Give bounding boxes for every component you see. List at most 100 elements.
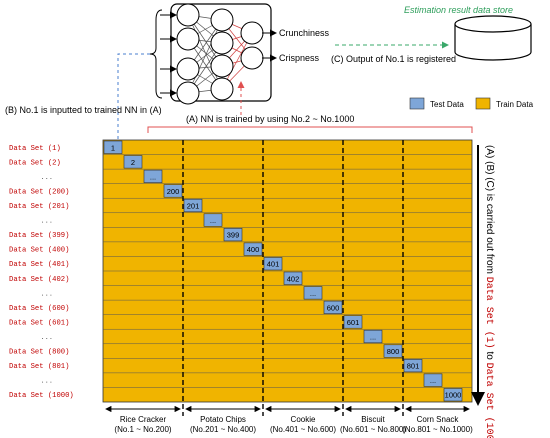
nn-node bbox=[210, 77, 234, 101]
output-label-crunchiness: Crunchiness bbox=[279, 28, 330, 38]
input-arrows bbox=[160, 11, 177, 97]
test-cell-label: 2 bbox=[131, 158, 135, 167]
row-label: . . . bbox=[42, 216, 52, 225]
row-label: . . . bbox=[42, 172, 52, 181]
group-name: Potato Chips bbox=[200, 415, 246, 424]
test-cell bbox=[143, 169, 163, 183]
test-cell bbox=[323, 300, 343, 314]
test-cell-label: 1000 bbox=[445, 391, 462, 400]
test-cell bbox=[223, 228, 243, 242]
group-name: Cookie bbox=[291, 415, 316, 424]
side-note-part3: to bbox=[484, 351, 495, 362]
side-note: (A) (B) (C) is carried out from Data Set… bbox=[483, 145, 495, 438]
test-cell bbox=[443, 388, 463, 402]
group-range: (No.801 ~ No.1000) bbox=[402, 425, 473, 434]
row-label: Data Set (200) bbox=[9, 188, 69, 196]
test-cell-label: 399 bbox=[227, 231, 240, 240]
test-cell bbox=[263, 257, 283, 271]
test-cell-label: 800 bbox=[387, 347, 400, 356]
legend-test-swatch bbox=[409, 97, 425, 110]
test-cell bbox=[363, 329, 383, 344]
group-labels: Rice Cracker(No.1 ~ No.200)Potato Chips(… bbox=[114, 415, 473, 434]
test-cell-label: 1 bbox=[111, 143, 115, 152]
test-cell bbox=[283, 271, 303, 285]
test-cell-label: 200 bbox=[167, 187, 180, 196]
nn-node bbox=[176, 3, 200, 27]
nn-node bbox=[240, 21, 264, 45]
nn-nodes bbox=[176, 3, 264, 105]
group-name: Rice Cracker bbox=[120, 415, 167, 424]
row-label: . . . bbox=[42, 288, 52, 297]
test-cell bbox=[243, 242, 263, 256]
row-labels: Data Set (1) Data Set (2) . . . Data Set (2… bbox=[9, 145, 74, 400]
input-brace bbox=[149, 9, 163, 99]
test-cell-label: 601 bbox=[347, 318, 360, 327]
group-range: (No.601 ~ No.800) bbox=[340, 425, 406, 434]
input-line bbox=[117, 53, 150, 139]
test-cell bbox=[343, 315, 363, 329]
row-label: Data Set (800) bbox=[9, 349, 69, 357]
test-cell-label: ... bbox=[150, 172, 156, 181]
row-label: . . . bbox=[42, 376, 52, 385]
nn-node bbox=[240, 46, 264, 70]
side-note-part2: Data Set (1) bbox=[483, 277, 495, 349]
test-cell-label: ... bbox=[430, 376, 436, 385]
test-cell bbox=[403, 359, 423, 373]
group-range: (No.1 ~ No.200) bbox=[114, 425, 171, 434]
row-label: . . . bbox=[42, 332, 52, 341]
training-bracket bbox=[147, 126, 473, 133]
test-cell-label: ... bbox=[370, 333, 376, 342]
nn-node bbox=[210, 8, 234, 32]
row-label: Data Set (801) bbox=[9, 363, 69, 371]
row-label: Data Set (2) bbox=[9, 159, 61, 167]
legend: Test Data Train Data bbox=[409, 97, 534, 110]
test-cell bbox=[203, 213, 223, 227]
label-c: (C) Output of No.1 is registered bbox=[331, 54, 456, 64]
group-range: (No.401 ~ No.600) bbox=[270, 425, 336, 434]
row-label: Data Set (601) bbox=[9, 319, 69, 327]
nn-node bbox=[210, 54, 234, 78]
store-title: Estimation result data store bbox=[404, 5, 513, 15]
test-cell-label: 201 bbox=[187, 202, 200, 211]
row-label: Data Set (201) bbox=[9, 203, 69, 211]
group-range: (No.201 ~ No.400) bbox=[190, 425, 256, 434]
nn-node bbox=[210, 31, 234, 55]
test-cell bbox=[303, 286, 323, 300]
label-b: (B) No.1 is inputted to trained NN in (A… bbox=[5, 105, 162, 115]
test-cell-label: 600 bbox=[327, 303, 340, 312]
side-note-part1: (A) (B) (C) is carried out from bbox=[484, 145, 495, 277]
nn-node bbox=[176, 27, 200, 51]
test-cell-label: 400 bbox=[247, 245, 260, 254]
neural-network bbox=[170, 3, 272, 105]
row-label: Data Set (1000) bbox=[9, 392, 74, 400]
row-label: Data Set (1) bbox=[9, 145, 61, 153]
test-cells: 1 2... 200 201... 399 400 401 402... 600 601... 80… bbox=[103, 140, 463, 402]
group-name: Biscuit bbox=[361, 415, 385, 424]
nn-edge bbox=[187, 14, 223, 90]
label-a: (A) NN is trained by using No.2 ~ No.100… bbox=[186, 114, 354, 124]
group-dividers bbox=[182, 140, 404, 416]
legend-test-label: Test Data bbox=[430, 100, 464, 109]
nn-node bbox=[176, 57, 200, 81]
test-cell-label: ... bbox=[310, 289, 316, 298]
row-lines bbox=[103, 154, 472, 388]
test-cell-label: 401 bbox=[267, 260, 280, 269]
side-note-part4: Data Set (1000) bbox=[483, 363, 495, 438]
nn-node bbox=[176, 81, 200, 105]
output-label-crispness: Crispness bbox=[279, 53, 320, 63]
test-cell bbox=[103, 140, 123, 154]
test-cell-label: 801 bbox=[407, 362, 420, 371]
row-label: Data Set (399) bbox=[9, 232, 69, 240]
test-cell-label: ... bbox=[210, 216, 216, 225]
row-label: Data Set (401) bbox=[9, 261, 69, 269]
nn-box bbox=[170, 3, 272, 102]
row-label: Data Set (402) bbox=[9, 276, 69, 284]
test-cell-label: 402 bbox=[287, 274, 300, 283]
test-cell bbox=[423, 373, 443, 387]
legend-train-swatch bbox=[475, 97, 491, 110]
database-icon bbox=[454, 15, 532, 61]
group-name: Corn Snack bbox=[417, 415, 460, 424]
test-cell bbox=[123, 155, 143, 169]
test-cell bbox=[383, 344, 403, 358]
